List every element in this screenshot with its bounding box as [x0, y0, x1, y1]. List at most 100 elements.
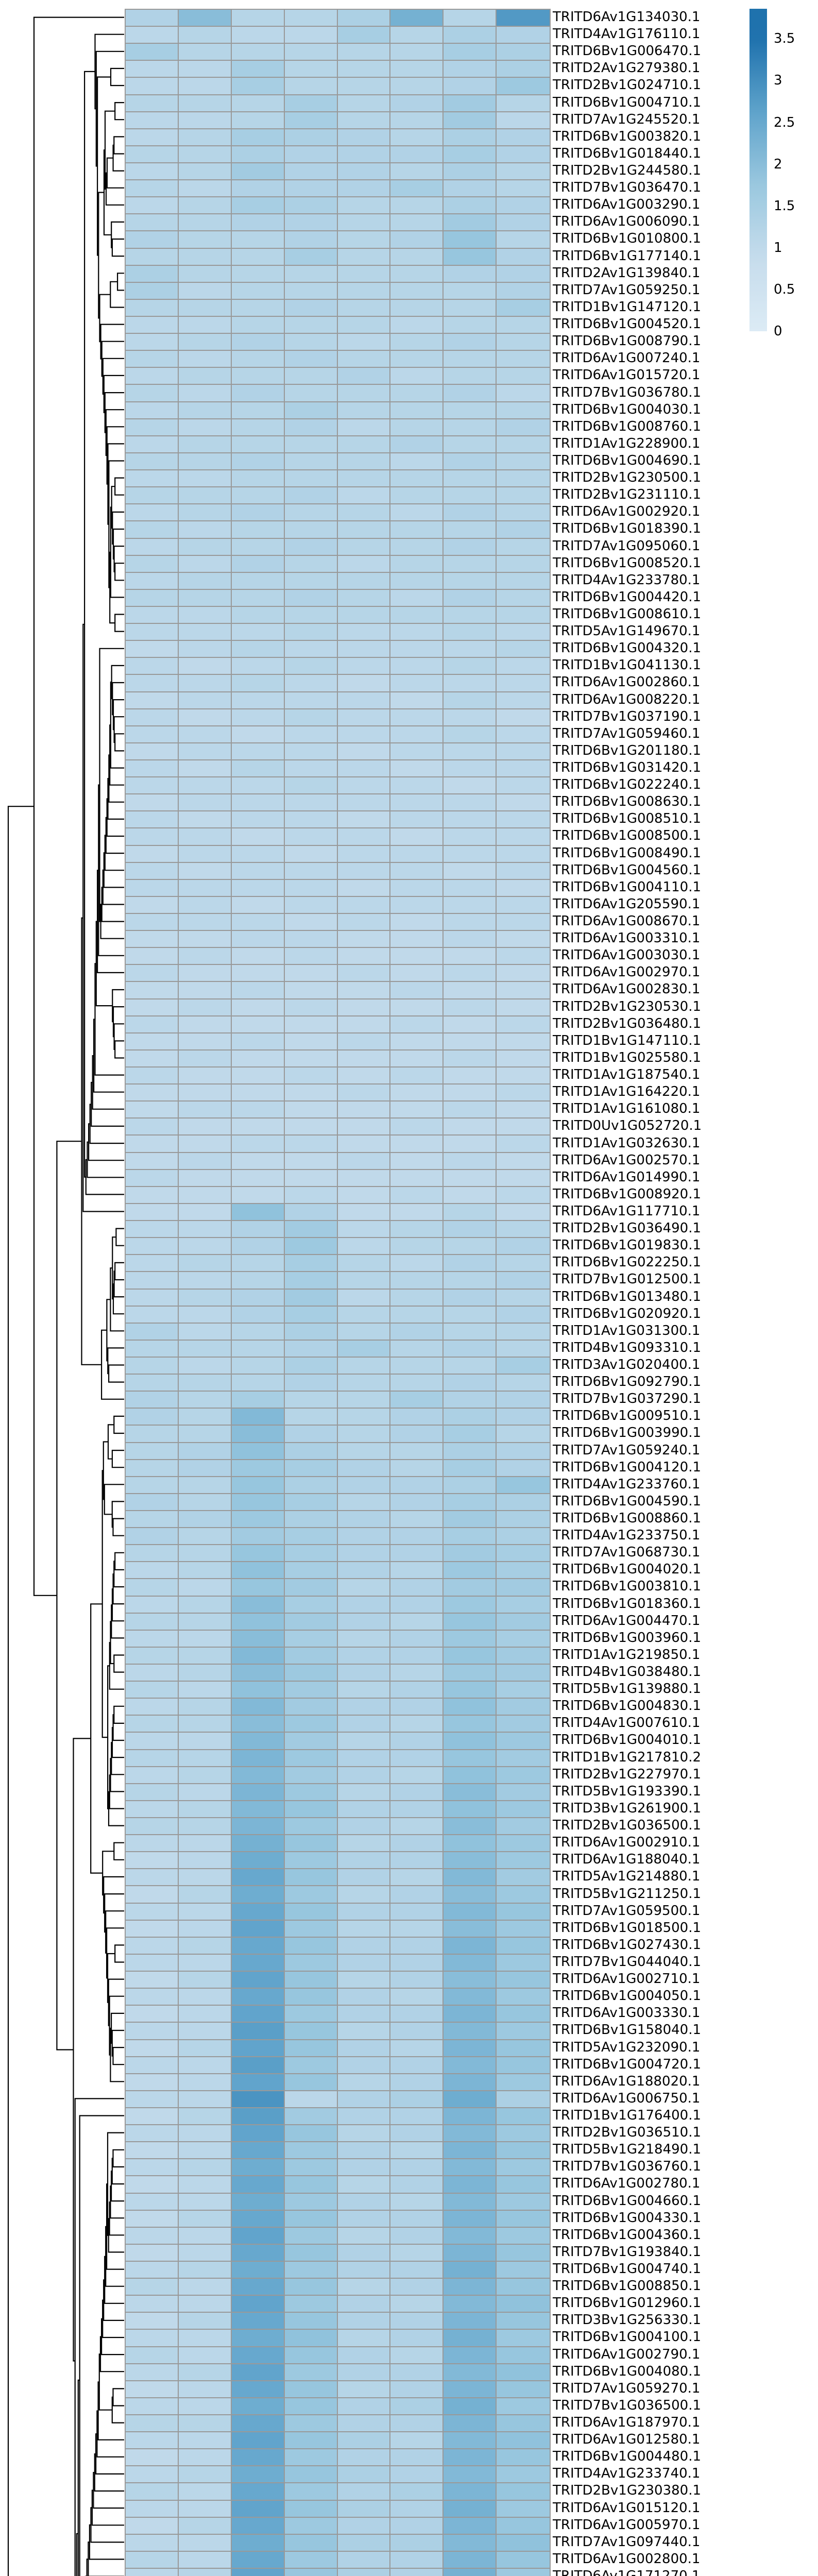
heatmap-cell — [284, 1835, 338, 1853]
heatmap-cell — [178, 1972, 232, 1989]
row-label: TRITD6Av1G006750.1 — [553, 2090, 701, 2106]
heatmap-cell — [231, 44, 285, 61]
heatmap-cell — [497, 692, 550, 709]
heatmap-cell — [497, 129, 550, 146]
heatmap-cell — [337, 1323, 391, 1341]
heatmap-cell — [126, 1972, 179, 1989]
heatmap-cell — [337, 2398, 391, 2416]
heatmap-cell — [231, 487, 285, 505]
row-label: TRITD6Av1G014990.1 — [553, 1169, 701, 1185]
heatmap-cell — [126, 487, 179, 505]
heatmap-cell — [284, 2125, 338, 2143]
heatmap-cell — [497, 1050, 550, 1068]
heatmap-cell — [444, 1733, 497, 1750]
heatmap-cell — [231, 504, 285, 522]
heatmap-cell — [390, 2142, 444, 2160]
heatmap-cell — [390, 2057, 444, 2074]
heatmap-cell — [337, 1920, 391, 1938]
dendrogram-branch — [101, 2318, 124, 2355]
heatmap-cell — [126, 2074, 179, 2091]
heatmap-cell — [390, 555, 444, 573]
heatmap-cell — [178, 692, 232, 709]
heatmap-cell — [497, 1460, 550, 1477]
heatmap-cell — [178, 1613, 232, 1631]
heatmap-cell — [284, 777, 338, 795]
heatmap-cell — [284, 1903, 338, 1921]
dendrogram-branch — [107, 1347, 124, 1375]
heatmap-cell — [178, 896, 232, 914]
heatmap-cell — [231, 1682, 285, 1699]
heatmap-cell — [444, 1170, 497, 1187]
heatmap-cell — [444, 2313, 497, 2330]
heatmap-cell — [390, 2108, 444, 2126]
heatmap-cell — [231, 470, 285, 488]
heatmap-cell — [390, 231, 444, 249]
heatmap-cell — [231, 1801, 285, 1819]
heatmap-cell — [231, 1630, 285, 1648]
row-label: TRITD2Av1G139840.1 — [553, 265, 701, 281]
dendrogram-branch — [105, 817, 124, 854]
heatmap-cell — [337, 2347, 391, 2364]
heatmap-cell — [126, 1852, 179, 1870]
heatmap-cell — [497, 965, 550, 982]
heatmap-cell — [284, 1016, 338, 1033]
heatmap-cell — [337, 2023, 391, 2040]
heatmap-cell — [444, 1562, 497, 1580]
heatmap-cell — [390, 2210, 444, 2228]
heatmap-cell — [337, 282, 391, 300]
heatmap-cell — [390, 538, 444, 556]
heatmap-cell — [126, 2057, 179, 2074]
row-label: TRITD5Bv1G139880.1 — [553, 1681, 702, 1697]
heatmap-cell — [231, 1050, 285, 1068]
heatmap-cell — [284, 1238, 338, 1256]
heatmap-cell — [178, 1357, 232, 1375]
heatmap-cell — [231, 1972, 285, 1989]
heatmap-cell — [337, 845, 391, 863]
heatmap-cell — [390, 2517, 444, 2535]
heatmap-cell — [390, 624, 444, 641]
heatmap-cell — [284, 2023, 338, 2040]
heatmap-cell — [126, 658, 179, 675]
heatmap-cell — [231, 1886, 285, 1904]
heatmap-cell — [178, 1784, 232, 1801]
heatmap-cell — [231, 248, 285, 266]
heatmap-cell — [337, 965, 391, 982]
heatmap-cell — [284, 2176, 338, 2194]
heatmap-cell — [126, 743, 179, 760]
heatmap-cell — [178, 61, 232, 78]
heatmap-cell — [444, 44, 497, 61]
heatmap-cell — [284, 2227, 338, 2245]
heatmap-cell — [178, 1409, 232, 1426]
heatmap-cell — [444, 2193, 497, 2211]
heatmap-cell — [178, 1477, 232, 1494]
heatmap-cell — [284, 2551, 338, 2569]
heatmap-cell — [231, 2330, 285, 2347]
heatmap-cell — [390, 1289, 444, 1307]
heatmap-cell — [178, 1221, 232, 1239]
heatmap-cell — [444, 1409, 497, 1426]
heatmap-cell — [231, 197, 285, 215]
heatmap-cell — [231, 1118, 285, 1136]
heatmap-cell — [444, 487, 497, 505]
heatmap-cell — [126, 589, 179, 607]
heatmap-cell — [231, 845, 285, 863]
row-label: TRITD6Bv1G010800.1 — [553, 231, 702, 247]
heatmap-cell — [390, 692, 444, 709]
dendrogram-branch — [106, 798, 124, 837]
heatmap-cell — [497, 1596, 550, 1614]
heatmap-cell — [444, 299, 497, 317]
heatmap-cell — [284, 811, 338, 829]
row-label: TRITD5Av1G232090.1 — [553, 2039, 701, 2055]
heatmap-cell — [444, 1630, 497, 1648]
heatmap-cell — [337, 982, 391, 999]
heatmap-cell — [444, 10, 497, 27]
heatmap-cell — [337, 2108, 391, 2126]
dendrogram-branch — [87, 1141, 124, 1178]
heatmap-cell — [178, 760, 232, 778]
heatmap-cell — [444, 2091, 497, 2108]
heatmap-cell — [337, 1238, 391, 1256]
heatmap-cell — [231, 606, 285, 624]
heatmap-cell — [178, 1272, 232, 1290]
heatmap-cell — [126, 1153, 179, 1170]
dendrogram-branch — [102, 1851, 114, 1896]
